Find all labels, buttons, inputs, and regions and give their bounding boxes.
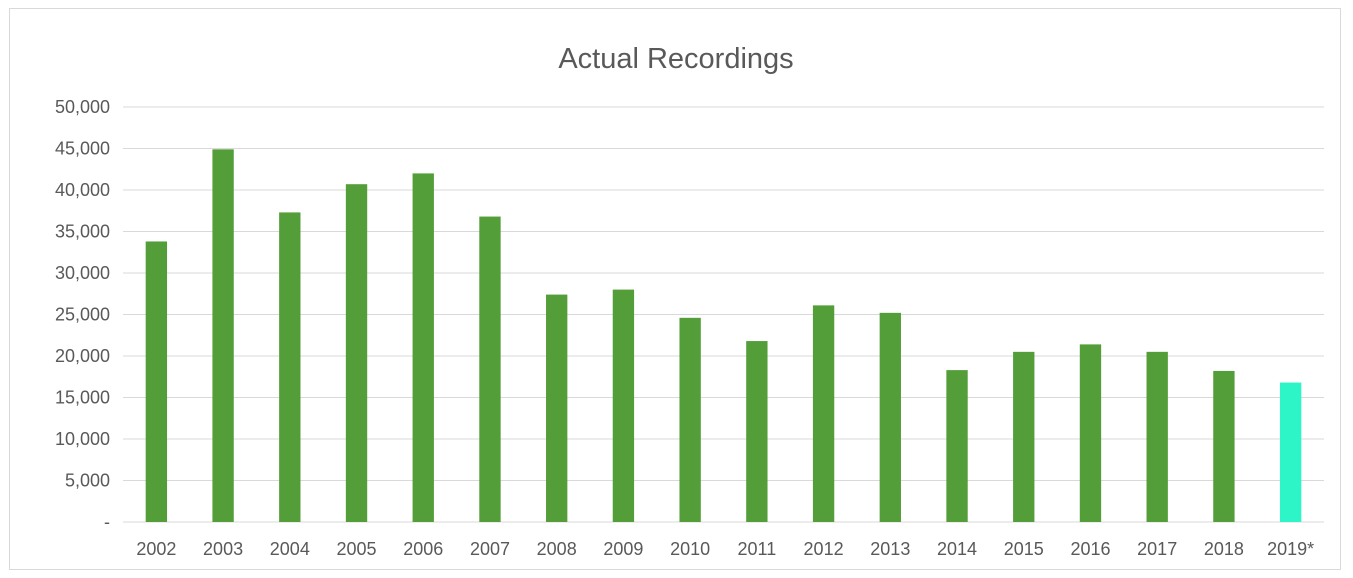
- x-tick-label: 2015: [1004, 539, 1044, 559]
- bar-2009: [612, 289, 635, 522]
- bar-2010: [679, 317, 701, 522]
- x-axis-tick-labels: 2002 2003 2004 2005 2006 2007 2008 2009 2010 2011…: [136, 539, 1314, 559]
- y-tick-label: 25,000: [55, 305, 110, 325]
- bar-2003: [212, 149, 234, 522]
- x-tick-label: 2012: [804, 539, 844, 559]
- x-tick-label: 2005: [337, 539, 377, 559]
- bar-2004: [279, 212, 301, 522]
- bar-2002: [145, 241, 168, 522]
- bar-chart: Actual Recordings - 5,000 10,000 15,000 20,0…: [55, 43, 1324, 559]
- y-tick-label: 50,000: [55, 97, 110, 117]
- bar-2012: [812, 305, 835, 522]
- x-tick-label: 2014: [937, 539, 977, 559]
- bar-2011: [746, 341, 768, 522]
- bars: [145, 149, 1302, 522]
- y-tick-label: 10,000: [55, 429, 110, 449]
- x-tick-label: 2010: [670, 539, 710, 559]
- x-tick-label: 2017: [1137, 539, 1177, 559]
- x-tick-label: 2002: [136, 539, 176, 559]
- x-tick-label: 2008: [537, 539, 577, 559]
- y-tick-label: 40,000: [55, 180, 110, 200]
- y-tick-label: 20,000: [55, 346, 110, 366]
- chart-frame: Actual Recordings - 5,000 10,000 15,000 20,0…: [9, 8, 1341, 570]
- chart-title: Actual Recordings: [558, 43, 793, 75]
- x-tick-label: 2003: [203, 539, 243, 559]
- bar-2018: [1213, 370, 1235, 522]
- bar-2017: [1146, 351, 1168, 522]
- gridlines: [123, 106, 1324, 523]
- x-tick-label: 2018: [1204, 539, 1244, 559]
- x-tick-label: 2011: [738, 539, 777, 559]
- y-tick-label: 15,000: [55, 388, 110, 408]
- bar-2015: [1013, 351, 1035, 522]
- y-tick-label: 5,000: [65, 471, 110, 491]
- x-tick-label: 2007: [470, 539, 510, 559]
- x-tick-label: 2009: [603, 539, 643, 559]
- x-tick-label: 2016: [1070, 539, 1110, 559]
- x-tick-label: 2006: [403, 539, 443, 559]
- x-tick-label: 2004: [270, 539, 310, 559]
- bar-2016: [1079, 344, 1102, 522]
- bar-2005: [345, 184, 368, 522]
- x-tick-label: 2019*: [1267, 539, 1314, 559]
- y-axis-tick-labels: - 5,000 10,000 15,000 20,000 25,000 30,000 35,0…: [55, 97, 110, 532]
- y-tick-label: -: [104, 512, 110, 532]
- bar-2019-star: [1279, 382, 1302, 522]
- bar-2006: [412, 173, 434, 522]
- bar-2013: [879, 312, 901, 522]
- y-tick-label: 30,000: [55, 263, 110, 283]
- x-tick-label: 2013: [870, 539, 910, 559]
- bar-2007: [479, 216, 501, 522]
- bar-2014: [946, 370, 968, 522]
- y-tick-label: 45,000: [55, 139, 110, 159]
- bar-2008: [546, 294, 568, 522]
- y-tick-label: 35,000: [55, 222, 110, 242]
